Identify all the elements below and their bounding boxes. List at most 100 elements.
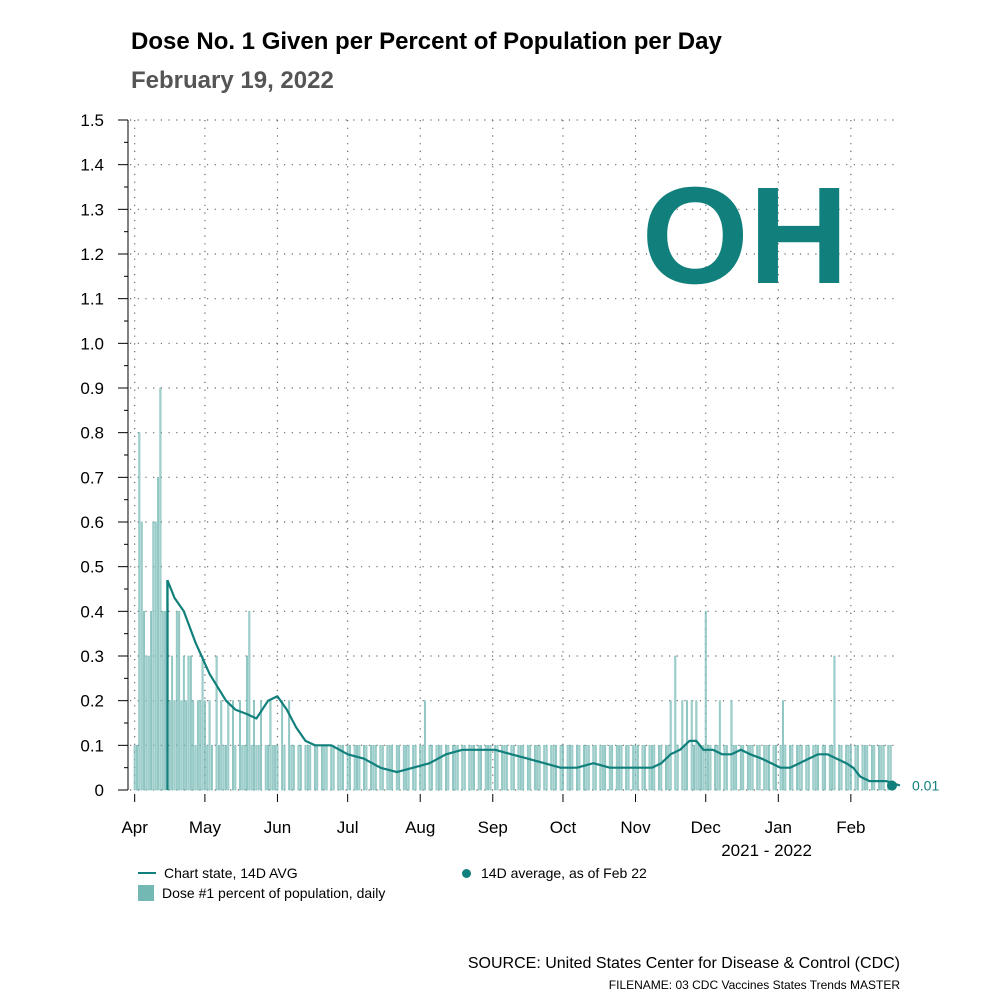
daily-bar <box>243 745 246 791</box>
y-tick-label: 1.2 <box>80 245 104 264</box>
daily-bar <box>543 745 546 791</box>
daily-bar <box>248 611 251 791</box>
daily-bar <box>342 745 344 791</box>
legend-avg-label: Chart state, 14D AVG <box>164 865 298 881</box>
daily-bar <box>587 745 590 791</box>
daily-bar <box>845 745 848 791</box>
daily-bar <box>847 745 850 791</box>
daily-bar <box>241 745 244 791</box>
x-tick-label: Nov <box>620 818 651 837</box>
daily-bar <box>391 745 394 791</box>
daily-bar <box>405 745 408 791</box>
daily-bar <box>274 745 277 791</box>
daily-bar <box>372 745 375 791</box>
daily-bar <box>681 700 684 791</box>
daily-bar <box>533 745 536 791</box>
daily-bar <box>735 745 738 791</box>
daily-bar <box>276 745 279 791</box>
daily-bar <box>707 745 710 791</box>
daily-bar <box>709 745 712 791</box>
legend-avg: Chart state, 14D AVG <box>138 865 298 881</box>
daily-bar <box>152 521 155 791</box>
daily-bar <box>306 745 309 791</box>
daily-bar <box>657 745 660 791</box>
daily-bar <box>370 745 373 791</box>
daily-bar <box>828 745 831 791</box>
daily-bar <box>536 745 539 791</box>
x-tick-label: Jan <box>765 818 792 837</box>
daily-bar <box>250 745 253 791</box>
daily-bar <box>225 745 227 791</box>
daily-bar <box>145 655 148 791</box>
daily-bar <box>814 745 817 791</box>
daily-bar <box>756 745 759 791</box>
daily-bar <box>346 745 349 791</box>
daily-bar <box>833 655 836 791</box>
daily-bar <box>290 745 293 791</box>
daily-bar <box>494 745 497 791</box>
daily-bar <box>805 745 808 791</box>
legend-dot: 14D average, as of Feb 22 <box>458 865 647 881</box>
daily-bar <box>877 745 880 791</box>
x-tick-label: Aug <box>405 818 435 837</box>
daily-bar <box>695 700 698 791</box>
daily-bar <box>309 745 312 791</box>
daily-bar <box>269 700 272 791</box>
daily-bar <box>517 745 520 791</box>
daily-bar <box>669 700 672 791</box>
daily-bar <box>203 700 206 791</box>
daily-bar <box>161 611 164 791</box>
y-tick-label: 0.2 <box>80 692 104 711</box>
daily-bar <box>489 745 492 791</box>
daily-bar <box>522 745 525 791</box>
daily-bar <box>463 745 466 791</box>
daily-bar <box>550 745 553 791</box>
daily-bar <box>686 700 688 791</box>
daily-bar <box>281 700 284 791</box>
daily-bar <box>398 745 401 791</box>
daily-bar <box>746 745 749 791</box>
daily-bar <box>138 432 141 791</box>
daily-bar <box>435 745 438 791</box>
daily-bar <box>194 745 197 791</box>
daily-bar <box>299 745 302 791</box>
y-tick-label: 0.5 <box>80 558 104 577</box>
daily-bar <box>255 745 258 791</box>
daily-bar <box>660 745 663 791</box>
daily-bar <box>723 745 726 791</box>
daily-bar <box>501 745 504 791</box>
daily-bar <box>196 700 199 791</box>
daily-bar <box>304 745 307 791</box>
daily-bar <box>358 745 361 791</box>
daily-bar <box>456 745 459 791</box>
daily-bar <box>732 745 735 791</box>
daily-bar <box>763 745 766 791</box>
daily-bar <box>143 611 145 791</box>
daily-bar <box>583 745 585 791</box>
y-tick-label: 1.1 <box>80 290 104 309</box>
daily-bar <box>320 745 323 791</box>
daily-bar <box>239 700 241 791</box>
daily-bar <box>452 745 454 791</box>
daily-bar <box>323 745 326 791</box>
daily-bar <box>178 611 181 791</box>
daily-bar <box>271 745 274 791</box>
state-label: OH <box>642 159 849 313</box>
daily-bar <box>718 700 721 791</box>
daily-bar <box>594 745 597 791</box>
daily-bar <box>667 745 670 791</box>
daily-bar <box>730 700 733 791</box>
daily-bar <box>538 745 541 791</box>
daily-bar <box>232 700 234 791</box>
daily-bar <box>601 745 604 791</box>
daily-bar <box>402 745 405 791</box>
daily-bar <box>363 745 365 791</box>
daily-bar <box>253 700 255 791</box>
daily-bar <box>512 745 515 791</box>
daily-bar <box>824 745 827 791</box>
daily-bar <box>840 745 843 791</box>
daily-bar <box>503 745 506 791</box>
daily-bar <box>313 745 316 791</box>
daily-bar <box>150 611 153 791</box>
y-tick-label: 1.5 <box>80 111 104 130</box>
